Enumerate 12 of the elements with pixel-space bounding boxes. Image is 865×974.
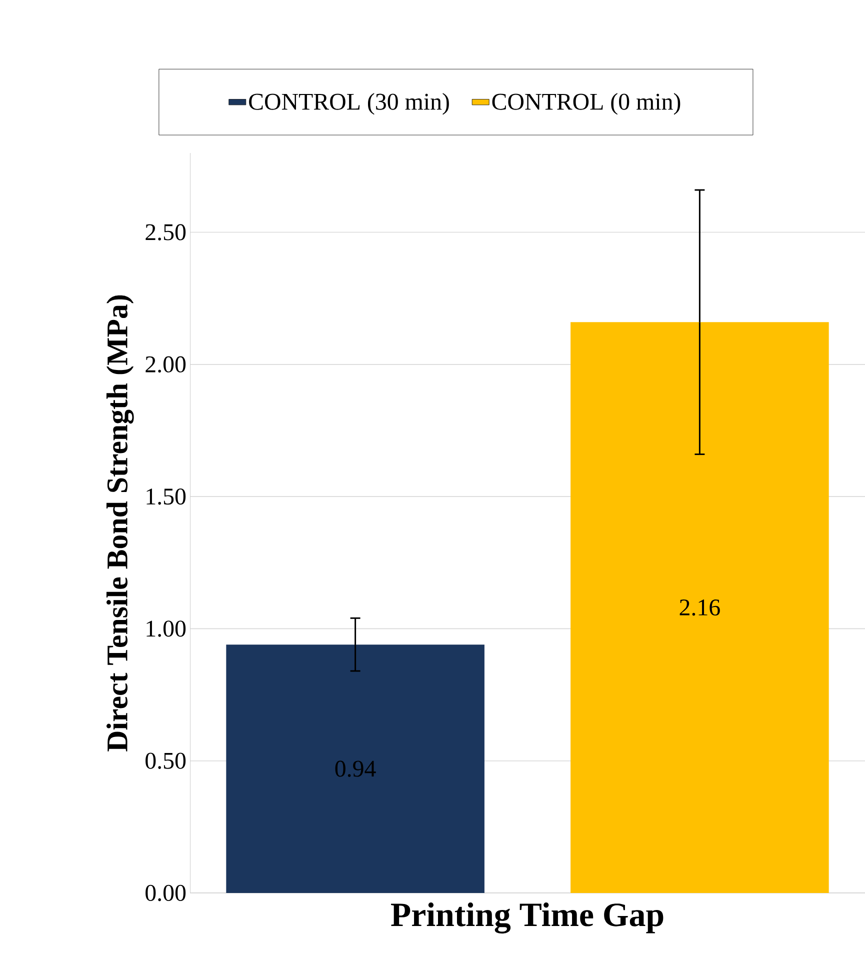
data-label: 0.94: [335, 760, 376, 777]
legend-label: CONTROL (30 min): [248, 93, 449, 115]
y-tick-label: 2.00: [146, 356, 186, 373]
y-tick-label: 0.00: [145, 884, 186, 902]
y-tick-label: 2.50: [146, 224, 186, 240]
y-axis-title: Direct Tensile Bond Strength (MPa): [106, 295, 134, 752]
legend-label: CONTROL (0 min): [492, 93, 680, 115]
y-tick-label: 0.50: [145, 752, 186, 769]
y-tick-label: 1.50: [146, 488, 186, 505]
y-tick-label: 1.00: [146, 620, 186, 637]
x-axis-title: Printing Time Gap: [390, 902, 664, 934]
data-label: 2.16: [680, 599, 720, 616]
